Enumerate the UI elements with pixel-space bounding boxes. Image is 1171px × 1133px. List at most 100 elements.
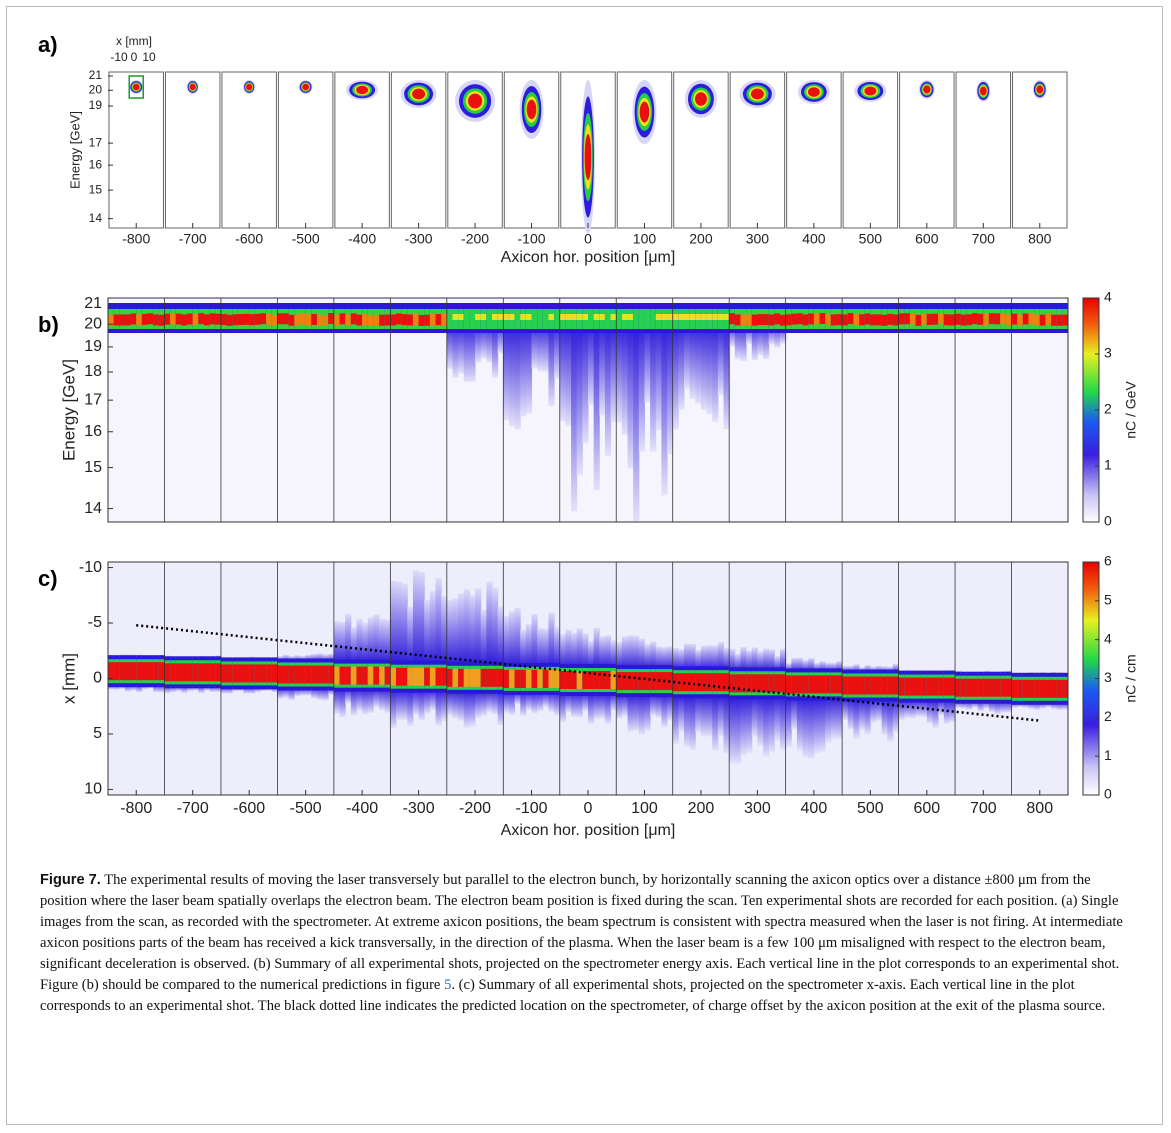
spread [938,698,945,716]
colorbar-tick-label: 3 [1104,669,1112,685]
band-red [1051,679,1058,698]
x-tick-label: 600 [913,800,940,817]
figure-ref[interactable]: 5 [444,977,452,993]
band-red [113,314,120,326]
spread [576,322,583,475]
band-yellow [672,314,679,320]
spread [525,624,533,667]
band-red [266,313,273,325]
band-red [333,666,341,685]
y-tick-label: 14 [84,500,102,517]
spread [808,657,815,673]
x-tick-label: 100 [631,800,658,817]
band-red [915,677,922,696]
band-red [938,313,945,325]
band-red [813,675,821,694]
band-red [972,313,979,325]
band-red [1022,679,1029,698]
x-tick-label: 400 [802,231,826,247]
spread [412,570,420,665]
panel-label: a) [38,32,58,57]
spread [508,611,516,667]
band-red [429,314,437,326]
y-tick-label: 17 [89,135,103,149]
spread [796,657,804,673]
spread [492,587,499,666]
spread [588,641,595,668]
band-yellow [695,314,702,320]
band-red [1039,679,1046,698]
band-red [192,313,199,325]
spread [678,694,685,732]
band-red [825,675,832,694]
band-red [921,677,928,696]
band-red [593,671,600,689]
spread [610,322,617,422]
spread [774,695,781,741]
band-yellow [689,314,696,320]
band-red [966,314,973,326]
band-red [966,678,973,697]
band-red [1028,679,1035,698]
spread [559,322,566,422]
spread [627,693,634,732]
band-red [796,675,804,694]
band-red [751,674,758,693]
spread [554,690,561,716]
spread [356,619,363,664]
band-red [401,314,408,326]
band-red [892,314,900,326]
spread [678,322,685,410]
x-tick-label: -800 [122,231,150,247]
x-tick-label: -200 [459,800,491,817]
x-tick-label: 200 [688,800,715,817]
spread [311,686,318,699]
band-red [435,314,442,326]
band-red [204,314,211,326]
band-yellow [508,314,516,320]
x-tick-label: 800 [1026,800,1053,817]
y-tick-label: 20 [89,82,103,96]
y-tick-label: 5 [93,725,102,742]
colorbar-tick-label: 6 [1104,553,1112,569]
spread [825,662,832,673]
band-red [452,668,459,687]
band-red [226,314,233,326]
band-red [1039,314,1046,326]
spread [554,627,561,667]
band-red [791,675,798,694]
spectrum-blob [467,93,483,109]
spread [181,684,188,694]
band-red [249,664,256,683]
spectrum-blob [979,86,987,96]
x-axis-label: Axicon hor. position [μm] [501,249,676,266]
spread [463,322,470,382]
band-red [514,669,521,688]
band-green [616,309,623,329]
x-axis-label: Axicon hor. position [μm] [501,822,676,839]
band-yellow [661,314,668,320]
band-red [237,314,245,326]
spread [751,695,758,737]
band-red [949,677,956,696]
x-tick-label: 800 [1028,231,1052,247]
spread [333,621,341,664]
spread [379,618,386,664]
sub-frame [164,71,221,229]
spread [475,689,482,718]
band-red [300,665,307,684]
band-red [260,313,267,325]
spread [1062,700,1069,710]
band-red [147,662,154,681]
spread [345,687,352,704]
spread [830,662,837,673]
spread [853,697,860,739]
spread [774,322,781,348]
band-red [266,664,273,683]
band-red [119,314,126,326]
spread [407,606,414,665]
spread [638,322,645,452]
band-red [768,314,775,326]
band-yellow [548,314,555,320]
spread [616,693,623,719]
